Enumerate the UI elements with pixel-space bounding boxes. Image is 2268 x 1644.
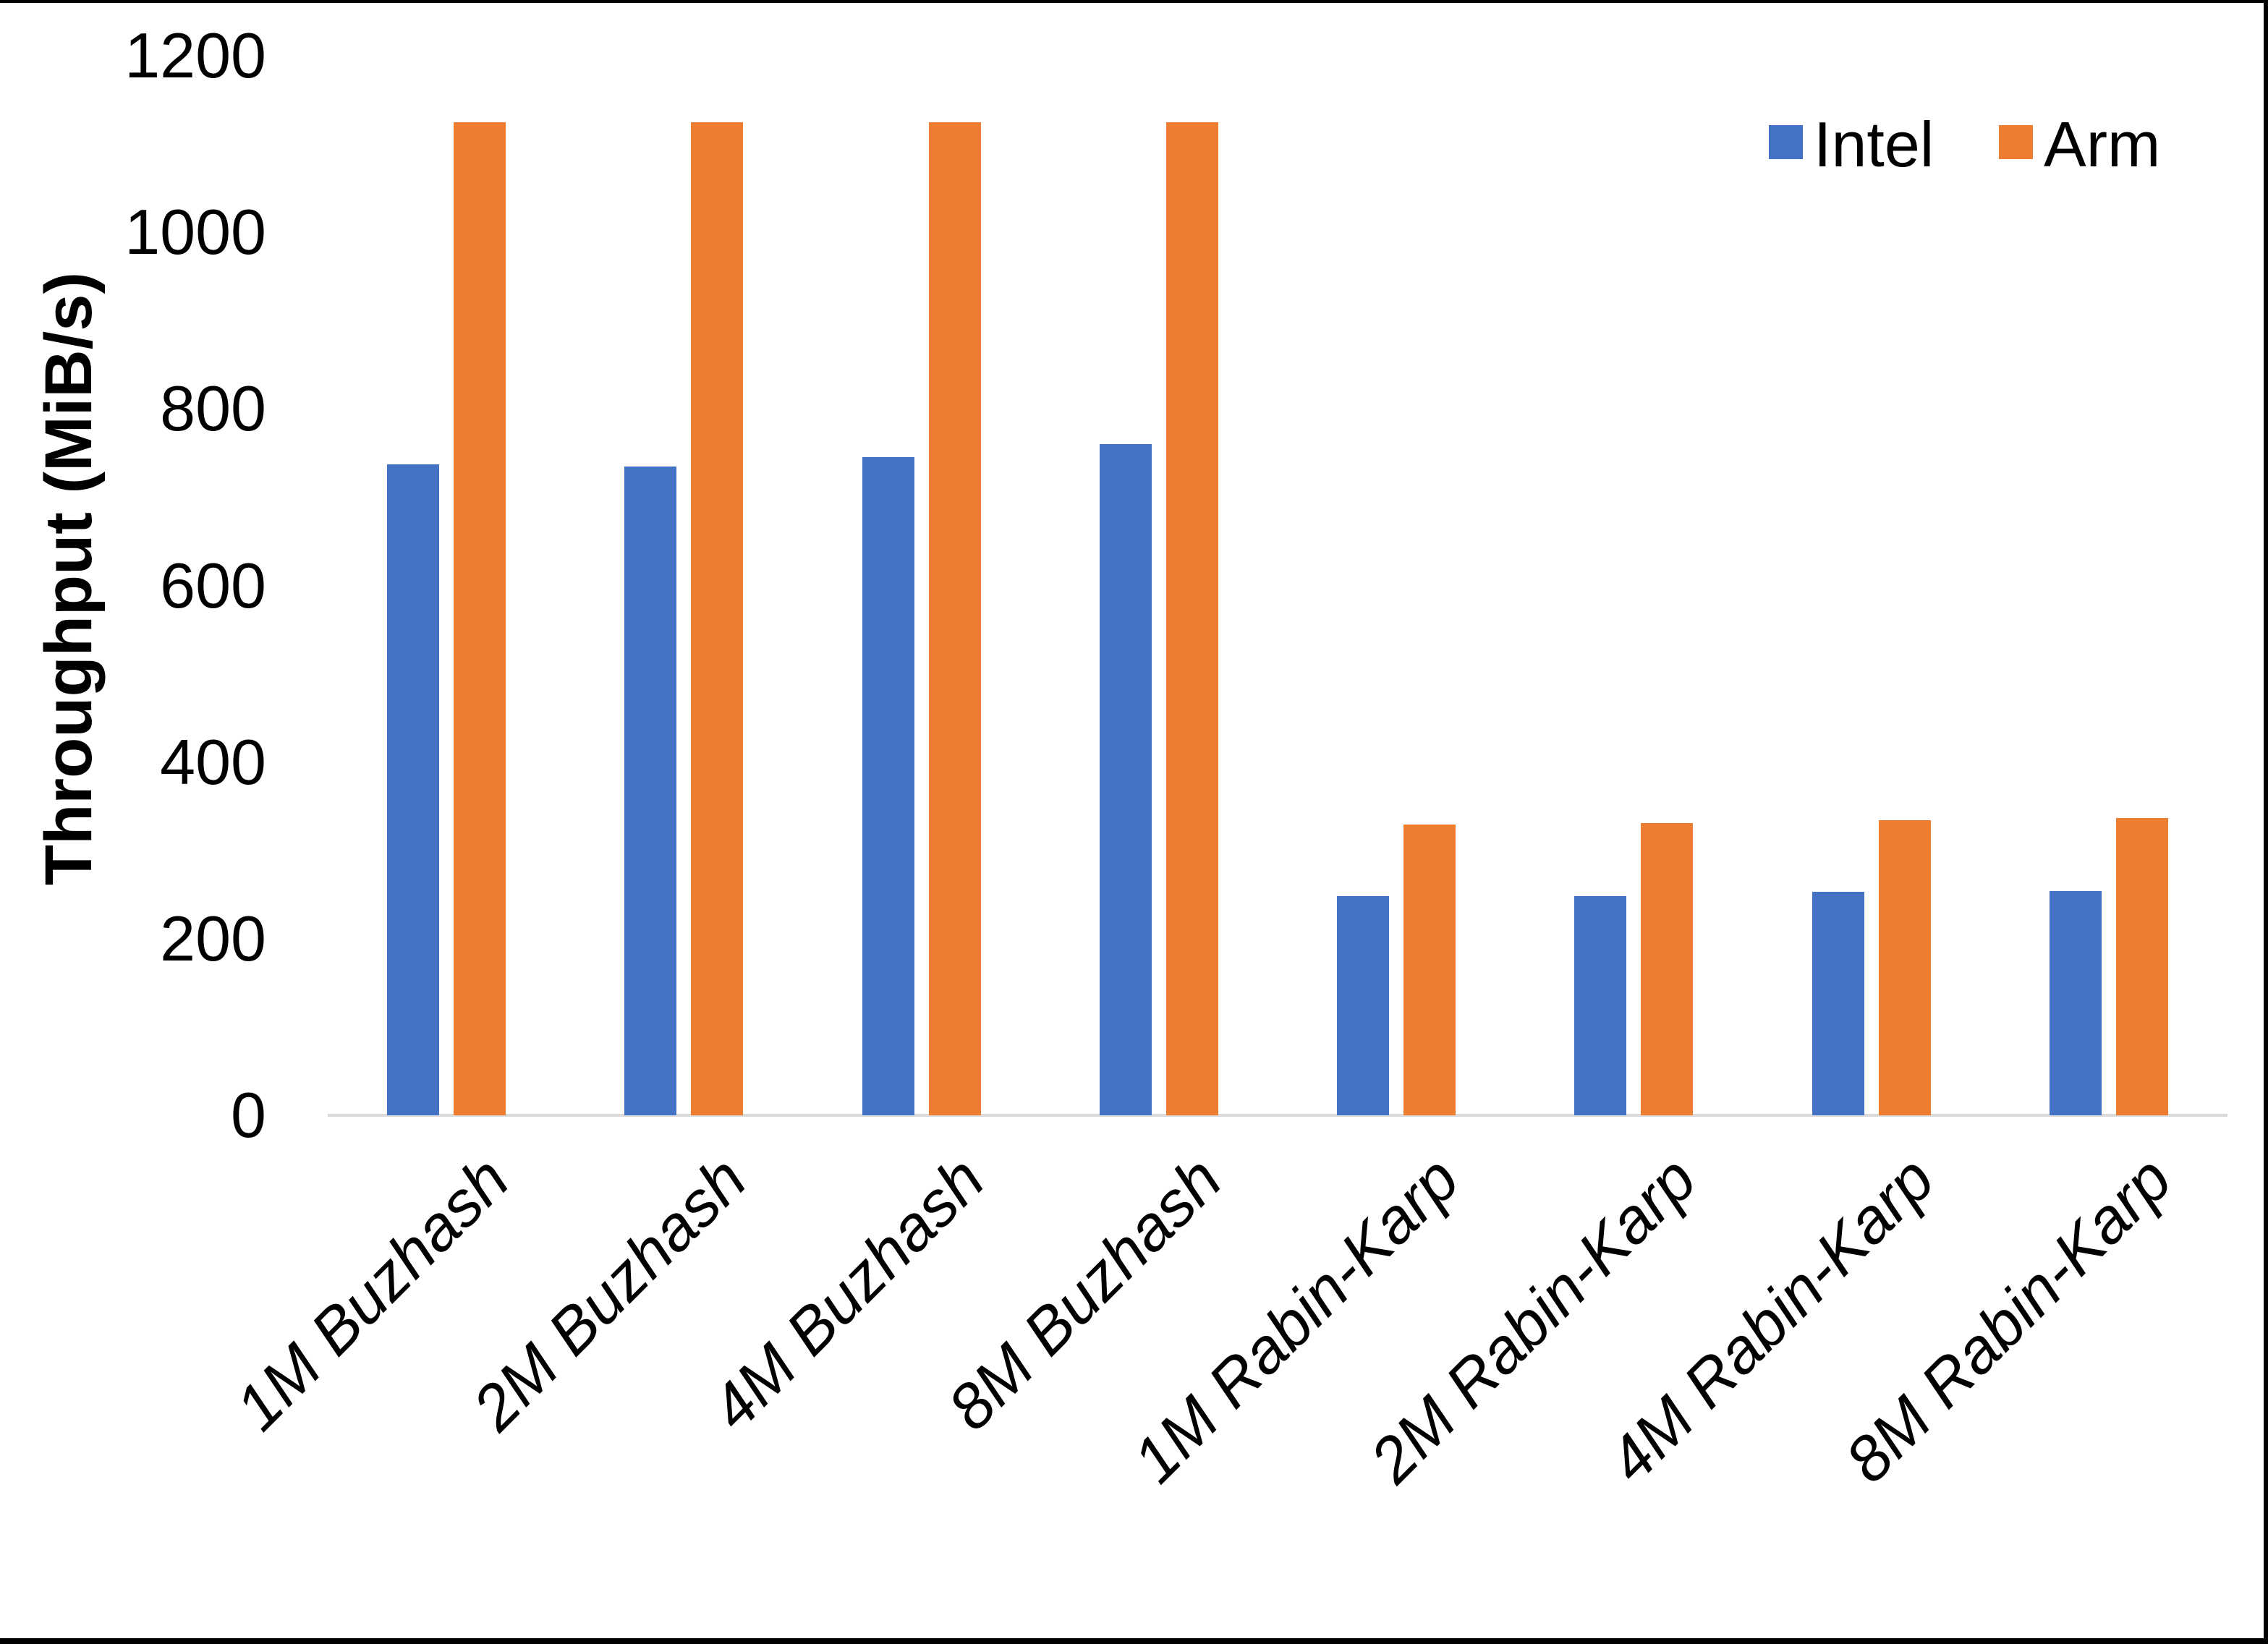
y-tick-label-400: 400 bbox=[160, 725, 266, 798]
bar-arm-1m-buzhash bbox=[454, 122, 506, 1115]
bar-arm-4m-buzhash bbox=[928, 122, 981, 1115]
bar-arm-8m-buzhash bbox=[1165, 122, 1218, 1115]
bar-arm-2m-buzhash bbox=[691, 122, 744, 1115]
legend-swatch-arm bbox=[1999, 125, 2033, 159]
legend-item-intel: Intel bbox=[1769, 101, 1979, 188]
y-tick-label-1200: 1200 bbox=[124, 20, 266, 91]
y-tick-label-0: 0 bbox=[231, 1079, 266, 1151]
x-axis-line bbox=[328, 1114, 2227, 1117]
bar-intel-4m-rabin-karp bbox=[1812, 892, 1864, 1115]
legend-swatch-intel bbox=[1769, 125, 1803, 159]
bar-arm-4m-rabin-karp bbox=[1878, 820, 1931, 1115]
legend-item-arm: Arm bbox=[1999, 101, 2194, 188]
y-tick-label-600: 600 bbox=[160, 549, 266, 621]
window-border-right bbox=[2264, 0, 2268, 1644]
x-category-label-1m-buzhash: 1M Buzhash bbox=[221, 1143, 523, 1444]
window-border-top bbox=[0, 0, 2268, 3]
bar-intel-1m-rabin-karp bbox=[1337, 896, 1390, 1115]
bar-intel-2m-buzhash bbox=[624, 466, 677, 1115]
legend-label-arm: Arm bbox=[2044, 108, 2161, 180]
window-border-bottom bbox=[0, 1638, 2268, 1644]
bar-arm-1m-rabin-karp bbox=[1403, 825, 1456, 1115]
legend-label-intel: Intel bbox=[1814, 108, 1934, 180]
bar-arm-2m-rabin-karp bbox=[1641, 822, 1694, 1115]
bar-arm-8m-rabin-karp bbox=[2115, 817, 2168, 1115]
bar-intel-1m-buzhash bbox=[387, 464, 440, 1115]
y-tick-label-200: 200 bbox=[160, 902, 266, 974]
bar-intel-4m-buzhash bbox=[862, 457, 914, 1115]
y-tick-label-800: 800 bbox=[160, 372, 266, 445]
bar-intel-8m-buzhash bbox=[1099, 444, 1152, 1115]
y-tick-label-1000: 1000 bbox=[124, 196, 266, 268]
bar-intel-8m-rabin-karp bbox=[2049, 890, 2102, 1115]
bar-intel-2m-rabin-karp bbox=[1574, 896, 1627, 1115]
